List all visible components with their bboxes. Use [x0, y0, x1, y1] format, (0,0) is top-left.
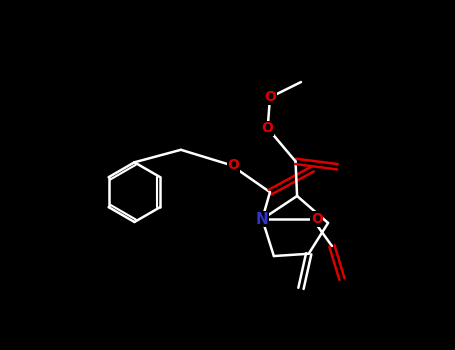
Text: N: N: [256, 212, 268, 226]
Text: O: O: [262, 121, 273, 135]
Text: O: O: [311, 212, 323, 226]
Text: O: O: [228, 158, 239, 172]
Text: O: O: [264, 90, 276, 104]
